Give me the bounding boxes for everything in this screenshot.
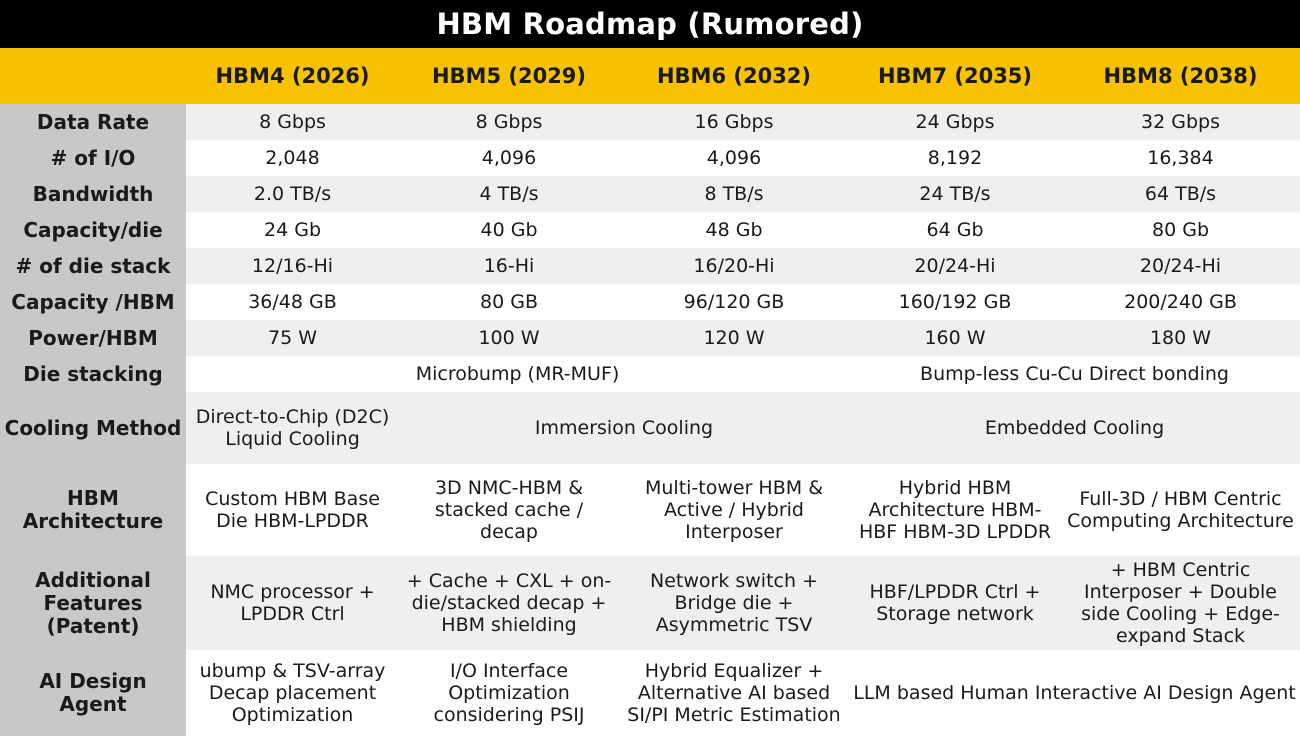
row-label: Power/HBM xyxy=(0,320,186,356)
table-cell: 24 Gbps xyxy=(849,104,1061,140)
table-cell: Bump-less Cu-Cu Direct bonding xyxy=(849,356,1300,392)
table-cell: 16-Hi xyxy=(399,248,619,284)
table-row-power: Power/HBM 75 W 100 W 120 W 160 W 180 W xyxy=(0,320,1300,356)
page-title: HBM Roadmap (Rumored) xyxy=(0,0,1300,48)
table-row-die-stacking: Die stacking Microbump (MR-MUF) Bump-les… xyxy=(0,356,1300,392)
column-header-hbm5: HBM5 (2029) xyxy=(399,48,619,104)
table-cell: 20/24-Hi xyxy=(849,248,1061,284)
row-label: Die stacking xyxy=(0,356,186,392)
table-cell: 32 Gbps xyxy=(1061,104,1300,140)
table-cell: 4 TB/s xyxy=(399,176,619,212)
row-label: Data Rate xyxy=(0,104,186,140)
table-cell: 75 W xyxy=(186,320,399,356)
row-label: # of I/O xyxy=(0,140,186,176)
table-cell: I/O Interface Optimization considering P… xyxy=(399,650,619,736)
table-cell: 80 Gb xyxy=(1061,212,1300,248)
table-cell: LLM based Human Interactive AI Design Ag… xyxy=(849,650,1300,736)
table-cell: Embedded Cooling xyxy=(849,392,1300,464)
table-cell: 4,096 xyxy=(399,140,619,176)
table-cell: Multi-tower HBM & Active / Hybrid Interp… xyxy=(619,464,849,556)
row-label: Capacity /HBM xyxy=(0,284,186,320)
table-cell: 64 Gb xyxy=(849,212,1061,248)
header-corner xyxy=(0,48,186,104)
table-row-ai-agent: AI Design Agent ubump & TSV-array Decap … xyxy=(0,650,1300,736)
table-cell: 12/16-Hi xyxy=(186,248,399,284)
hbm-roadmap-table: HBM4 (2026) HBM5 (2029) HBM6 (2032) HBM7… xyxy=(0,48,1300,736)
table-cell: 96/120 GB xyxy=(619,284,849,320)
table-cell: 16/20-Hi xyxy=(619,248,849,284)
table-row-cooling: Cooling Method Direct-to-Chip (D2C) Liqu… xyxy=(0,392,1300,464)
table-cell: + HBM Centric Interposer + Double side C… xyxy=(1061,556,1300,650)
row-label: Bandwidth xyxy=(0,176,186,212)
table-cell: 2.0 TB/s xyxy=(186,176,399,212)
header-row: HBM4 (2026) HBM5 (2029) HBM6 (2032) HBM7… xyxy=(0,48,1300,104)
table-cell: 2,048 xyxy=(186,140,399,176)
table-cell: 16 Gbps xyxy=(619,104,849,140)
table-cell: Network switch + Bridge die + Asymmetric… xyxy=(619,556,849,650)
table-row-features: Additional Features (Patent) NMC process… xyxy=(0,556,1300,650)
table-cell: HBF/LPDDR Ctrl + Storage network xyxy=(849,556,1061,650)
column-header-hbm4: HBM4 (2026) xyxy=(186,48,399,104)
table-cell: 16,384 xyxy=(1061,140,1300,176)
table-row-capacity-die: Capacity/die 24 Gb 40 Gb 48 Gb 64 Gb 80 … xyxy=(0,212,1300,248)
table-cell: 160 W xyxy=(849,320,1061,356)
table-cell: 20/24-Hi xyxy=(1061,248,1300,284)
table-cell: Hybrid HBM Architecture HBM-HBF HBM-3D L… xyxy=(849,464,1061,556)
table-row-die-stack: # of die stack 12/16-Hi 16-Hi 16/20-Hi 2… xyxy=(0,248,1300,284)
table-cell: ubump & TSV-array Decap placement Optimi… xyxy=(186,650,399,736)
column-header-hbm7: HBM7 (2035) xyxy=(849,48,1061,104)
row-label: Capacity/die xyxy=(0,212,186,248)
table-cell: Direct-to-Chip (D2C) Liquid Cooling xyxy=(186,392,399,464)
table-cell: Full-3D / HBM Centric Computing Architec… xyxy=(1061,464,1300,556)
table-cell: Custom HBM Base Die HBM-LPDDR xyxy=(186,464,399,556)
table-cell: 36/48 GB xyxy=(186,284,399,320)
table-cell: 4,096 xyxy=(619,140,849,176)
column-header-hbm8: HBM8 (2038) xyxy=(1061,48,1300,104)
column-header-hbm6: HBM6 (2032) xyxy=(619,48,849,104)
row-label: Additional Features (Patent) xyxy=(0,556,186,650)
row-label: HBM Architecture xyxy=(0,464,186,556)
table-cell: + Cache + CXL + on-die/stacked decap + H… xyxy=(399,556,619,650)
table-cell: 8 TB/s xyxy=(619,176,849,212)
table-cell: 48 Gb xyxy=(619,212,849,248)
table-cell: 100 W xyxy=(399,320,619,356)
table-cell: 24 TB/s xyxy=(849,176,1061,212)
table-cell: 80 GB xyxy=(399,284,619,320)
table-row-capacity-hbm: Capacity /HBM 36/48 GB 80 GB 96/120 GB 1… xyxy=(0,284,1300,320)
table-cell: Immersion Cooling xyxy=(399,392,849,464)
table-cell: NMC processor + LPDDR Ctrl xyxy=(186,556,399,650)
table-cell: 200/240 GB xyxy=(1061,284,1300,320)
table-cell: Hybrid Equalizer + Alternative AI based … xyxy=(619,650,849,736)
table-cell: 8 Gbps xyxy=(186,104,399,140)
table-cell: 3D NMC-HBM & stacked cache / decap xyxy=(399,464,619,556)
table-cell: 24 Gb xyxy=(186,212,399,248)
table-row-bandwidth: Bandwidth 2.0 TB/s 4 TB/s 8 TB/s 24 TB/s… xyxy=(0,176,1300,212)
table-cell: 40 Gb xyxy=(399,212,619,248)
table-cell: 64 TB/s xyxy=(1061,176,1300,212)
table-cell: 160/192 GB xyxy=(849,284,1061,320)
row-label: Cooling Method xyxy=(0,392,186,464)
row-label: AI Design Agent xyxy=(0,650,186,736)
table-row-architecture: HBM Architecture Custom HBM Base Die HBM… xyxy=(0,464,1300,556)
table-cell: Microbump (MR-MUF) xyxy=(186,356,849,392)
table-cell: 8,192 xyxy=(849,140,1061,176)
table-row-io: # of I/O 2,048 4,096 4,096 8,192 16,384 xyxy=(0,140,1300,176)
row-label: # of die stack xyxy=(0,248,186,284)
table-row-data-rate: Data Rate 8 Gbps 8 Gbps 16 Gbps 24 Gbps … xyxy=(0,104,1300,140)
table-cell: 120 W xyxy=(619,320,849,356)
table-cell: 180 W xyxy=(1061,320,1300,356)
table-cell: 8 Gbps xyxy=(399,104,619,140)
